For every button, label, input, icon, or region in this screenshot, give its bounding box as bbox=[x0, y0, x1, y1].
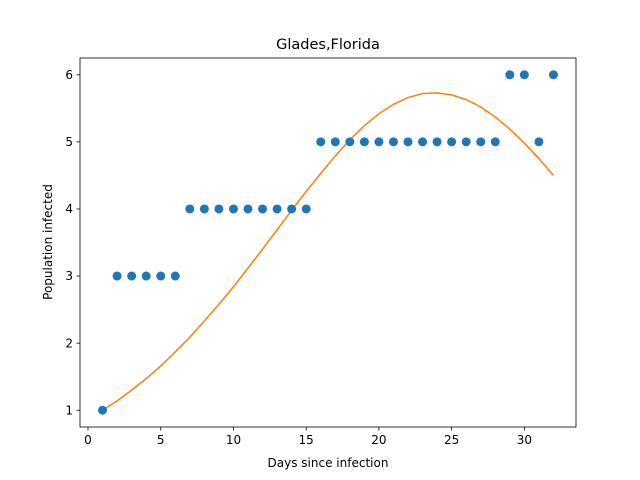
y-tick-label: 4 bbox=[65, 202, 73, 216]
data-point bbox=[185, 204, 195, 214]
x-tick-label: 30 bbox=[517, 433, 532, 447]
data-point bbox=[345, 137, 355, 147]
axes-frame bbox=[79, 57, 577, 428]
data-point bbox=[374, 137, 384, 147]
x-tick-label: 0 bbox=[84, 433, 92, 447]
chart-title: Glades,Florida bbox=[276, 37, 380, 53]
data-point bbox=[476, 137, 486, 147]
data-point bbox=[199, 204, 209, 214]
data-point bbox=[359, 137, 369, 147]
data-point bbox=[316, 137, 326, 147]
data-point bbox=[98, 405, 108, 415]
x-tick-label: 20 bbox=[371, 433, 386, 447]
data-point bbox=[388, 137, 398, 147]
data-point bbox=[403, 137, 413, 147]
y-tick-label: 3 bbox=[65, 269, 73, 283]
data-point bbox=[519, 70, 529, 80]
data-point bbox=[418, 137, 428, 147]
y-axis: 1 2 3 4 5 6 bbox=[65, 68, 80, 417]
data-point bbox=[505, 70, 515, 80]
y-tick-label: 5 bbox=[65, 135, 73, 149]
data-point bbox=[170, 271, 180, 281]
data-point bbox=[447, 137, 457, 147]
y-axis-label: Population infected bbox=[41, 184, 55, 300]
data-point bbox=[490, 137, 500, 147]
x-tick-label: 25 bbox=[444, 433, 459, 447]
data-point bbox=[258, 204, 268, 214]
data-point bbox=[243, 204, 253, 214]
data-point bbox=[548, 70, 558, 80]
data-point bbox=[287, 204, 297, 214]
plot-area bbox=[98, 70, 558, 415]
data-point bbox=[156, 271, 166, 281]
x-tick-label: 15 bbox=[299, 433, 314, 447]
x-tick-label: 5 bbox=[157, 433, 165, 447]
data-point bbox=[272, 204, 282, 214]
x-axis: 0 5 10 15 20 25 30 bbox=[84, 427, 532, 447]
data-point bbox=[330, 137, 340, 147]
data-point bbox=[141, 271, 151, 281]
data-point bbox=[534, 137, 544, 147]
x-axis-label: Days since infection bbox=[268, 456, 389, 470]
data-point bbox=[127, 271, 137, 281]
data-point bbox=[112, 271, 122, 281]
data-point bbox=[228, 204, 238, 214]
data-point bbox=[214, 204, 224, 214]
data-point bbox=[432, 137, 442, 147]
y-tick-label: 6 bbox=[65, 68, 73, 82]
data-point bbox=[301, 204, 311, 214]
x-tick-label: 10 bbox=[226, 433, 241, 447]
fit-line bbox=[102, 92, 555, 411]
data-point bbox=[461, 137, 471, 147]
y-tick-label: 1 bbox=[65, 403, 73, 417]
y-tick-label: 2 bbox=[65, 336, 73, 350]
